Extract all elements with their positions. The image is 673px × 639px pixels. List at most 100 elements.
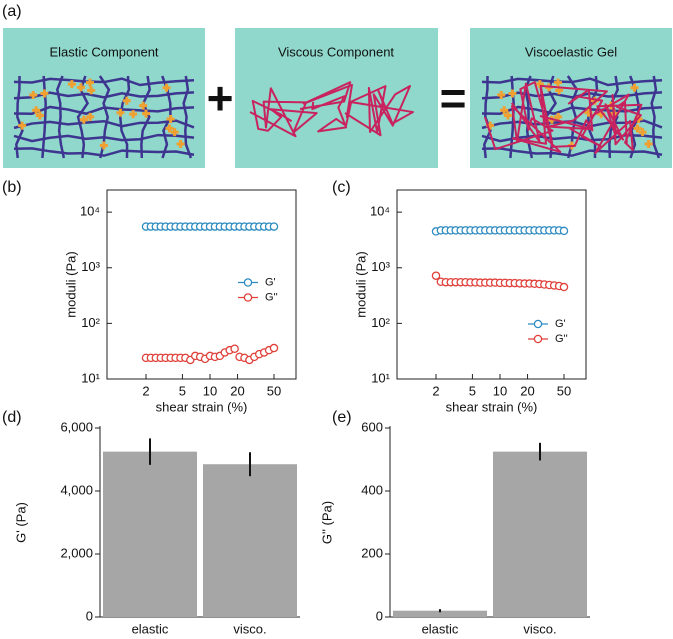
point <box>431 271 441 280</box>
x-tick-label: 5 <box>469 383 476 398</box>
strand <box>182 75 193 159</box>
y-tick-label: 600 <box>361 419 383 434</box>
y-tick-label: 0 <box>376 608 383 623</box>
y-tick-label: 10¹ <box>371 370 390 385</box>
crosslink <box>76 83 85 92</box>
crosslink <box>630 83 639 92</box>
bar <box>203 464 297 617</box>
legend-marker <box>243 293 253 302</box>
legend-marker <box>243 278 253 287</box>
crosslink <box>554 78 563 87</box>
point <box>559 226 569 236</box>
bar <box>493 451 587 617</box>
crosslink <box>87 86 96 95</box>
strand <box>118 75 131 159</box>
y-tick-label: 10³ <box>81 259 100 274</box>
y-tick-label: 200 <box>361 545 383 560</box>
panel-label: (d) <box>2 409 22 426</box>
crosslink <box>165 124 174 133</box>
crosslink <box>86 112 95 121</box>
crosslink <box>29 91 38 100</box>
point <box>230 344 239 353</box>
crosslink <box>176 140 185 149</box>
crosslink <box>500 106 509 115</box>
polymer <box>344 85 414 137</box>
legend-label: G' <box>555 318 566 330</box>
bar <box>103 451 197 617</box>
legend-marker <box>533 334 543 344</box>
strand <box>608 75 619 159</box>
crosslink <box>116 108 125 117</box>
polymer <box>539 84 608 148</box>
crosslink <box>166 114 175 123</box>
crosslink <box>508 89 517 98</box>
bar <box>393 610 487 617</box>
strand <box>650 75 661 159</box>
y-axis-title: G'' (Pa) <box>319 501 334 544</box>
y-axis-title: moduli (Pa) <box>353 251 368 317</box>
y-axis-title: moduli (Pa) <box>63 251 78 317</box>
crosslink <box>129 110 138 119</box>
x-tick-label: 50 <box>267 383 281 398</box>
x-axis-title: shear strain (%) <box>156 399 248 414</box>
panel-label: (e) <box>332 409 352 426</box>
strand <box>55 75 66 159</box>
crosslink <box>554 112 563 121</box>
box-title: Viscous Component <box>278 44 394 59</box>
y-tick-label: 0 <box>86 608 93 623</box>
legend-label: G' <box>265 276 276 288</box>
x-tick-label: 10 <box>203 383 217 398</box>
crosslink <box>79 115 88 124</box>
crosslink <box>633 124 642 133</box>
point <box>269 222 279 231</box>
y-tick-label: 400 <box>361 482 383 497</box>
crosslink <box>18 121 27 130</box>
y-tick-label: 4,000 <box>60 482 93 497</box>
x-tick-label: visco. <box>233 621 266 636</box>
x-tick-label: 20 <box>230 383 244 398</box>
crosslink <box>497 91 506 100</box>
plot-frame <box>106 189 297 380</box>
crosslink <box>162 83 171 92</box>
y-tick-label: 10² <box>371 315 390 330</box>
box-title: Elastic Component <box>49 44 158 59</box>
x-tick-label: 50 <box>557 383 571 398</box>
x-tick-label: 2 <box>432 383 439 398</box>
crosslink <box>142 109 151 118</box>
y-tick-label: 2,000 <box>60 545 93 560</box>
x-tick-label: 2 <box>142 383 149 398</box>
illustration <box>13 75 663 159</box>
crosslink <box>638 128 647 137</box>
crosslink <box>122 96 131 105</box>
strand <box>15 75 24 159</box>
point <box>559 282 569 292</box>
crosslink <box>139 101 148 110</box>
operator: + <box>207 72 234 124</box>
crosslink <box>503 111 512 120</box>
y-tick-label: 10⁴ <box>370 204 390 219</box>
x-tick-label: 10 <box>493 383 507 398</box>
y-tick-label: 10² <box>81 315 100 330</box>
crosslink <box>644 140 653 149</box>
strand <box>140 75 151 159</box>
polymer <box>249 87 318 138</box>
x-tick-label: elastic <box>422 621 459 636</box>
point <box>269 343 279 353</box>
crosslink <box>170 128 179 137</box>
x-tick-label: 20 <box>520 383 534 398</box>
x-tick-label: elastic <box>132 621 169 636</box>
legend-label: G'' <box>265 291 278 303</box>
plot-frame <box>396 189 587 380</box>
operator: = <box>440 72 467 124</box>
polymer <box>299 81 353 133</box>
x-tick-label: 5 <box>179 383 186 398</box>
crosslink <box>535 80 544 89</box>
y-tick-label: 10⁴ <box>80 204 100 219</box>
crosslink <box>35 111 44 120</box>
y-tick-label: 6,000 <box>60 419 93 434</box>
panel-label: (c) <box>332 179 351 196</box>
crosslink <box>99 141 108 150</box>
x-axis-title: shear strain (%) <box>446 399 538 414</box>
legend-label: G'' <box>555 333 568 345</box>
